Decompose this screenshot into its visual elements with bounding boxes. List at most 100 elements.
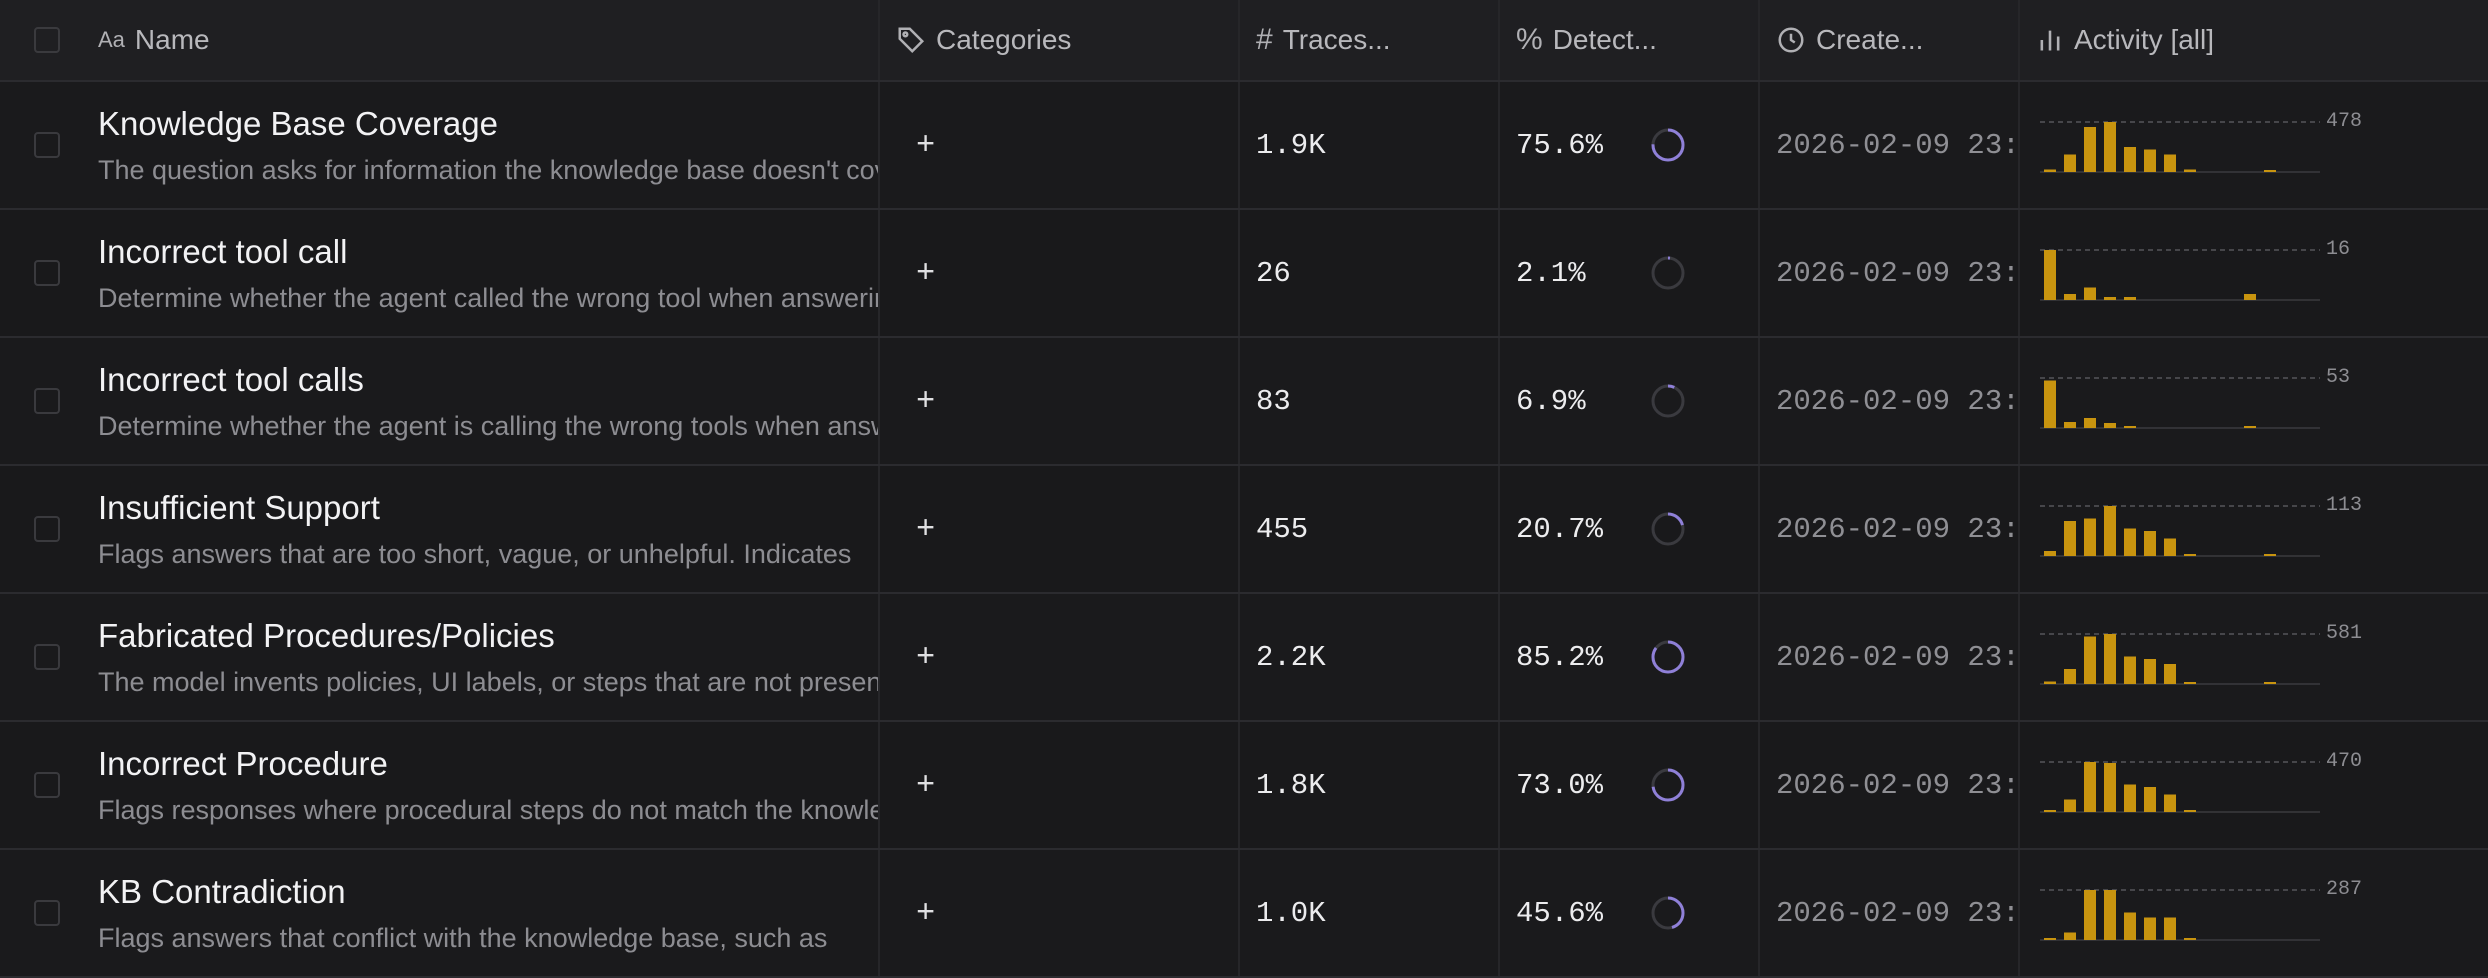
- detect-cell: 75.6%: [1500, 82, 1760, 208]
- activity-bar: [2064, 422, 2076, 428]
- add-category-button[interactable]: +: [916, 638, 936, 676]
- traces-count: 1.9K: [1256, 128, 1326, 162]
- activity-bar: [2124, 784, 2136, 812]
- activity-bar: [2064, 669, 2076, 684]
- activity-bar: [2044, 250, 2056, 300]
- name-cell[interactable]: Incorrect tool calls Determine whether t…: [94, 338, 880, 464]
- activity-bar: [2264, 554, 2276, 556]
- activity-sparkline: [2040, 750, 2320, 820]
- detect-progress-ring: [1650, 511, 1686, 547]
- activity-cell: 478: [2020, 82, 2488, 208]
- header-activity[interactable]: Activity [all]: [2020, 0, 2488, 80]
- add-category-button[interactable]: +: [916, 382, 936, 420]
- activity-max-label: 53: [2326, 366, 2351, 389]
- activity-max-label: 287: [2326, 878, 2363, 901]
- activity-bar: [2184, 810, 2196, 812]
- name-cell[interactable]: Incorrect Procedure Flags responses wher…: [94, 722, 880, 848]
- table-row[interactable]: Incorrect tool calls Determine whether t…: [0, 338, 2488, 466]
- row-checkbox[interactable]: [34, 388, 60, 414]
- table-header: Aa Name Categories # Traces... % Detect.…: [0, 0, 2488, 82]
- add-category-button[interactable]: +: [916, 126, 936, 164]
- activity-bar: [2144, 659, 2156, 684]
- header-detect[interactable]: % Detect...: [1500, 0, 1760, 80]
- detect-rate: 85.2%: [1516, 640, 1604, 674]
- name-cell[interactable]: KB Contradiction Flags answers that conf…: [94, 850, 880, 976]
- table-row[interactable]: Fabricated Procedures/Policies The model…: [0, 594, 2488, 722]
- row-checkbox[interactable]: [34, 132, 60, 158]
- activity-bar: [2244, 294, 2256, 300]
- row-title: Fabricated Procedures/Policies: [98, 617, 555, 654]
- add-category-button[interactable]: +: [916, 894, 936, 932]
- detect-progress-ring: [1650, 895, 1686, 931]
- activity-sparkline: [2040, 878, 2320, 948]
- row-title: Incorrect Procedure: [98, 745, 388, 782]
- name-cell[interactable]: Insufficient Support Flags answers that …: [94, 466, 880, 592]
- row-title: Knowledge Base Coverage: [98, 105, 498, 142]
- header-created[interactable]: Create...: [1760, 0, 2020, 80]
- row-description: Determine whether the agent called the w…: [98, 282, 880, 313]
- table-row[interactable]: Insufficient Support Flags answers that …: [0, 466, 2488, 594]
- activity-bar: [2084, 127, 2096, 172]
- activity-cell: 113: [2020, 466, 2488, 592]
- add-category-button[interactable]: +: [916, 766, 936, 804]
- created-date: 2026-02-09 23:3: [1776, 640, 2020, 674]
- traces-cell: 1.8K: [1240, 722, 1500, 848]
- name-cell[interactable]: Knowledge Base Coverage The question ask…: [94, 82, 880, 208]
- header-categories[interactable]: Categories: [880, 0, 1240, 80]
- activity-bar: [2164, 664, 2176, 684]
- clock-icon: [1776, 25, 1806, 55]
- detect-progress-ring: [1650, 639, 1686, 675]
- created-cell: 2026-02-09 23:3: [1760, 82, 2020, 208]
- activity-bar: [2104, 122, 2116, 172]
- name-cell[interactable]: Fabricated Procedures/Policies The model…: [94, 594, 880, 720]
- name-cell[interactable]: Incorrect tool call Determine whether th…: [94, 210, 880, 336]
- table-row[interactable]: Knowledge Base Coverage The question ask…: [0, 82, 2488, 210]
- detect-progress-ring: [1650, 255, 1686, 291]
- header-activity-label: Activity [all]: [2074, 24, 2215, 55]
- progress-ring-track: [1651, 256, 1685, 290]
- row-description: Flags responses where procedural steps d…: [98, 794, 878, 825]
- activity-max-label: 113: [2326, 494, 2363, 517]
- select-all-checkbox[interactable]: [34, 27, 60, 53]
- categories-cell: +: [880, 594, 1240, 720]
- activity-bar: [2064, 799, 2076, 812]
- row-checkbox[interactable]: [34, 260, 60, 286]
- categories-cell: +: [880, 850, 1240, 976]
- activity-max-label: 16: [2326, 238, 2351, 261]
- header-name[interactable]: Aa Name: [94, 0, 880, 80]
- created-date: 2026-02-09 23:3: [1776, 768, 2020, 802]
- traces-count: 83: [1256, 384, 1291, 418]
- header-traces[interactable]: # Traces...: [1240, 0, 1500, 80]
- activity-bar: [2124, 528, 2136, 556]
- header-select-cell: [0, 0, 94, 80]
- activity-bar: [2124, 912, 2136, 940]
- detect-cell: 20.7%: [1500, 466, 1760, 592]
- activity-cell: 16: [2020, 210, 2488, 336]
- hash-icon: #: [1256, 23, 1273, 56]
- table-row[interactable]: Incorrect Procedure Flags responses wher…: [0, 722, 2488, 850]
- row-checkbox[interactable]: [34, 900, 60, 926]
- activity-bar: [2244, 426, 2256, 428]
- bar-chart-icon: [2036, 26, 2064, 54]
- tag-icon: [896, 25, 926, 55]
- row-checkbox[interactable]: [34, 772, 60, 798]
- progress-ring-fill: [1651, 512, 1685, 546]
- activity-bar: [2264, 682, 2276, 684]
- row-checkbox[interactable]: [34, 516, 60, 542]
- traces-count: 455: [1256, 512, 1309, 546]
- add-category-button[interactable]: +: [916, 510, 936, 548]
- detect-rate: 6.9%: [1516, 384, 1586, 418]
- progress-ring-fill: [1651, 768, 1685, 802]
- categories-cell: +: [880, 466, 1240, 592]
- add-category-button[interactable]: +: [916, 254, 936, 292]
- detect-cell: 45.6%: [1500, 850, 1760, 976]
- row-checkbox[interactable]: [34, 644, 60, 670]
- table-row[interactable]: Incorrect tool call Determine whether th…: [0, 210, 2488, 338]
- created-cell: 2026-02-09 23:3: [1760, 850, 2020, 976]
- progress-ring-fill: [1651, 384, 1685, 418]
- categories-cell: +: [880, 210, 1240, 336]
- row-description: Flags answers that are too short, vague,…: [98, 538, 852, 569]
- detect-rate: 73.0%: [1516, 768, 1604, 802]
- table-row[interactable]: KB Contradiction Flags answers that conf…: [0, 850, 2488, 978]
- activity-cell: 470: [2020, 722, 2488, 848]
